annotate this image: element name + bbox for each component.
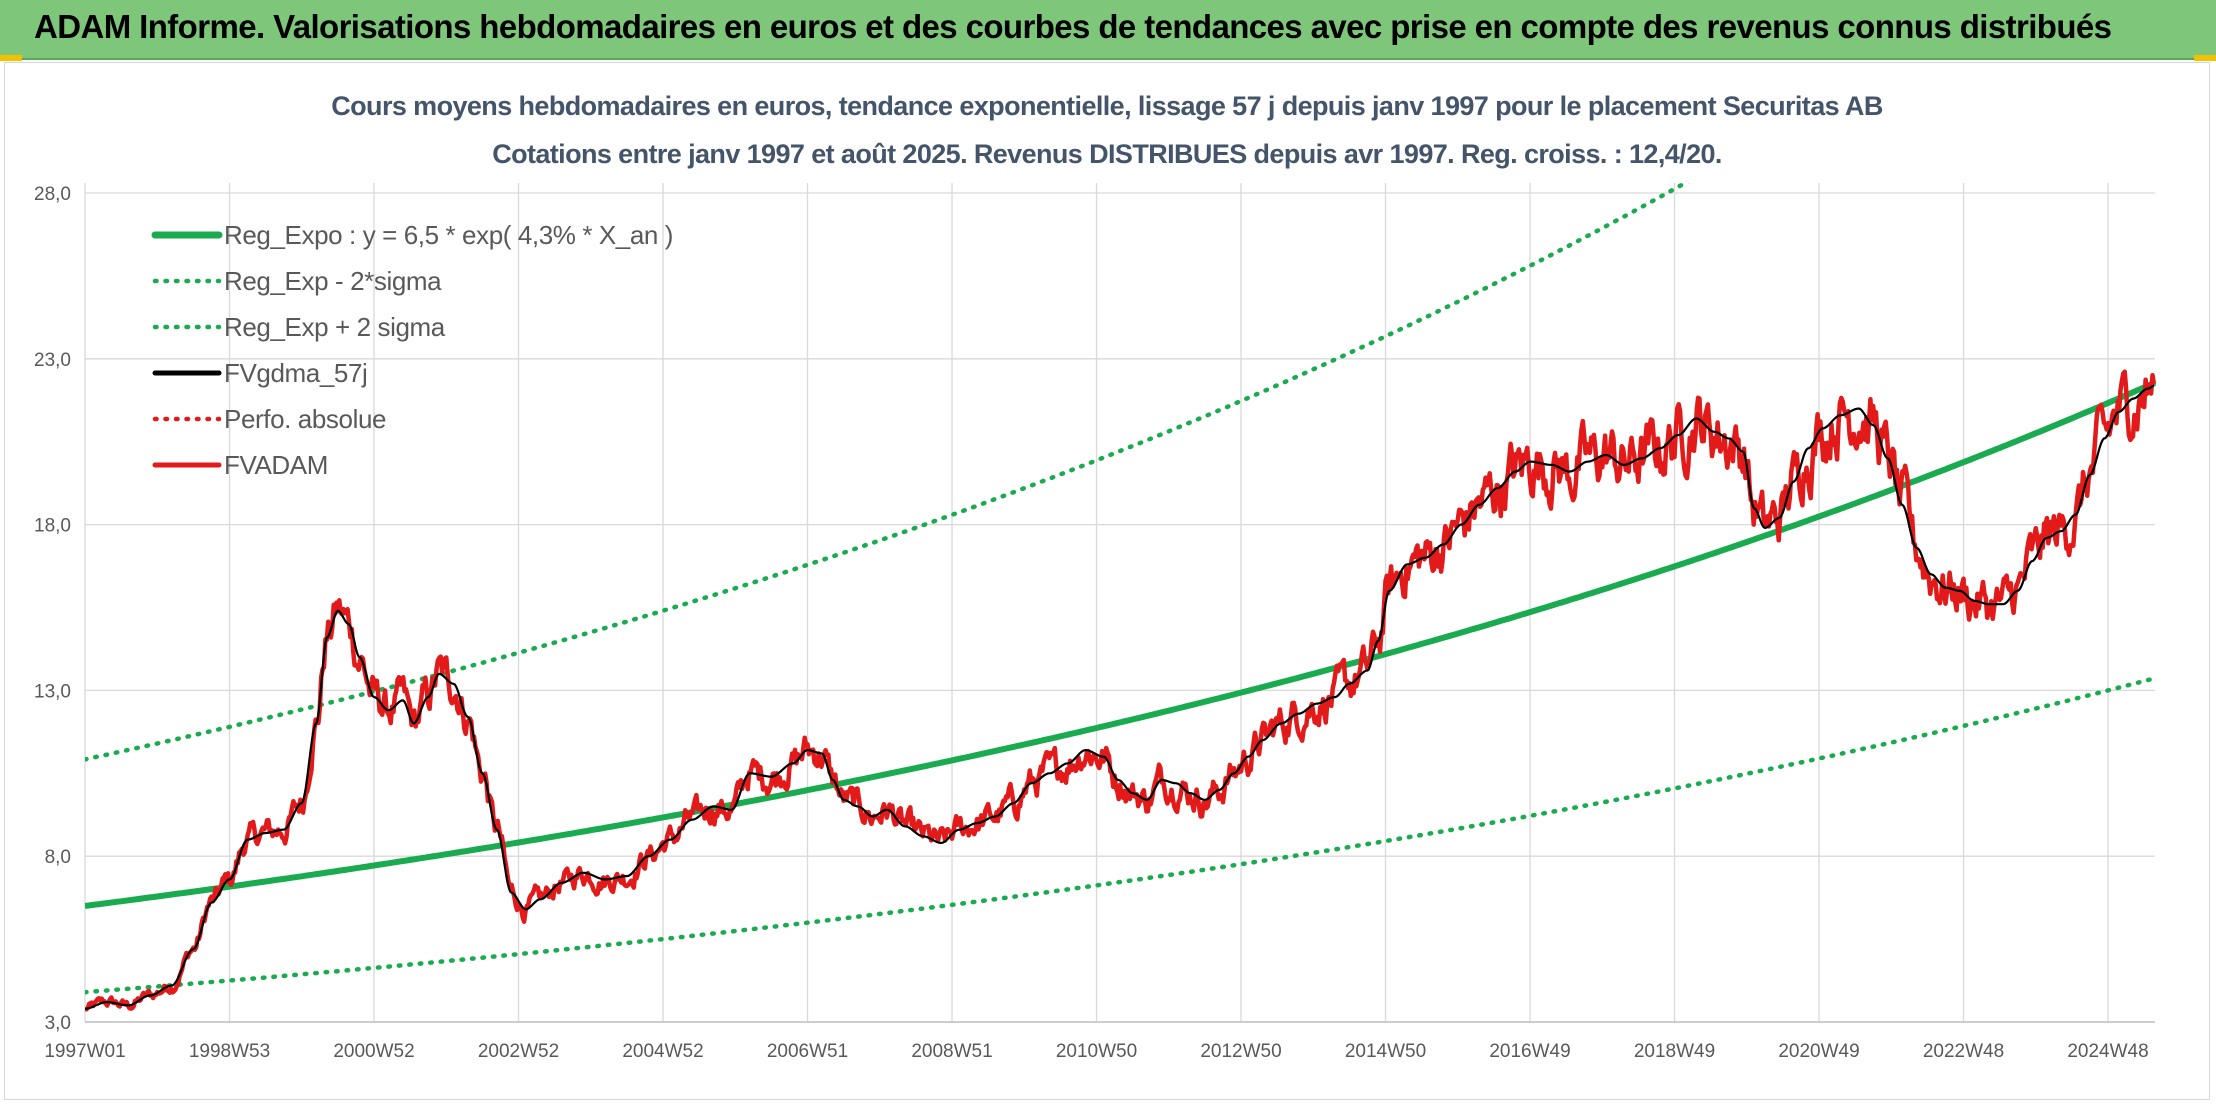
y-axis-ticks: 3,0 8,0 13,0 18,0 23,0 28,0: [34, 184, 71, 1034]
legend-label: Perfo. absolue: [224, 404, 386, 434]
lower-band-series: [85, 675, 2158, 995]
y-tick-label: 23,0: [34, 350, 71, 371]
y-tick-label: 8,0: [45, 847, 71, 868]
x-tick-label: 2018W49: [1634, 1041, 1715, 1062]
chart-title: Cours moyens hebdomadaires en euros, ten…: [331, 91, 1883, 121]
line-chart: Cours moyens hebdomadaires en euros, ten…: [34, 91, 2158, 1062]
x-tick-label: 2000W52: [333, 1041, 414, 1062]
x-tick-label: 1998W53: [189, 1041, 270, 1062]
x-tick-label: 1997W01: [44, 1041, 125, 1062]
legend-label: Reg_Expo : y = 6,5 * exp( 4,3% * X_an ): [224, 220, 673, 250]
chart-legend: Reg_Expo : y = 6,5 * exp( 4,3% * X_an ) R…: [151, 220, 673, 480]
gridlines: [84, 183, 2155, 1023]
banner-title: ADAM Informe. Valorisations hebdomadaire…: [34, 8, 2112, 45]
legend-label: FVgdma_57j: [224, 358, 367, 388]
legend-label: Reg_Exp + 2 sigma: [224, 312, 446, 342]
legend-label: FVADAM: [224, 450, 328, 480]
upper-band-series: [85, 183, 1690, 762]
y-tick-label: 28,0: [34, 184, 71, 205]
x-tick-label: 2024W48: [2067, 1041, 2148, 1062]
x-tick-label: 2012W50: [1200, 1041, 1281, 1062]
x-tick-label: 2006W51: [767, 1041, 848, 1062]
x-tick-label: 2010W50: [1056, 1041, 1137, 1062]
report-banner: ADAM Informe. Valorisations hebdomadaire…: [0, 0, 2216, 60]
y-tick-label: 13,0: [34, 681, 71, 702]
x-tick-label: 2022W48: [1923, 1041, 2004, 1062]
x-tick-label: 2020W49: [1778, 1041, 1859, 1062]
x-tick-label: 2002W52: [478, 1041, 559, 1062]
x-tick-label: 2016W49: [1489, 1041, 1570, 1062]
chart-area: Cours moyens hebdomadaires en euros, ten…: [4, 62, 2210, 1100]
fvgdma-series: [85, 384, 2155, 1010]
y-tick-label: 3,0: [45, 1013, 71, 1034]
chart-subtitle: Cotations entre janv 1997 et août 2025. …: [492, 139, 1722, 169]
corner-marker-left: [0, 55, 22, 61]
x-tick-label: 2008W51: [911, 1041, 992, 1062]
x-tick-label: 2014W50: [1345, 1041, 1426, 1062]
legend-label: Reg_Exp - 2*sigma: [224, 266, 442, 296]
plot-series: [85, 183, 2158, 1012]
y-tick-label: 18,0: [34, 516, 71, 537]
regression-series: [85, 379, 2157, 909]
x-axis-ticks: 1997W01 1998W53 2000W52 2002W52 2004W52 2006W…: [44, 1041, 2148, 1062]
corner-marker-right: [2194, 55, 2216, 61]
fvadam-series: [85, 369, 2157, 1012]
x-tick-label: 2004W52: [622, 1041, 703, 1062]
